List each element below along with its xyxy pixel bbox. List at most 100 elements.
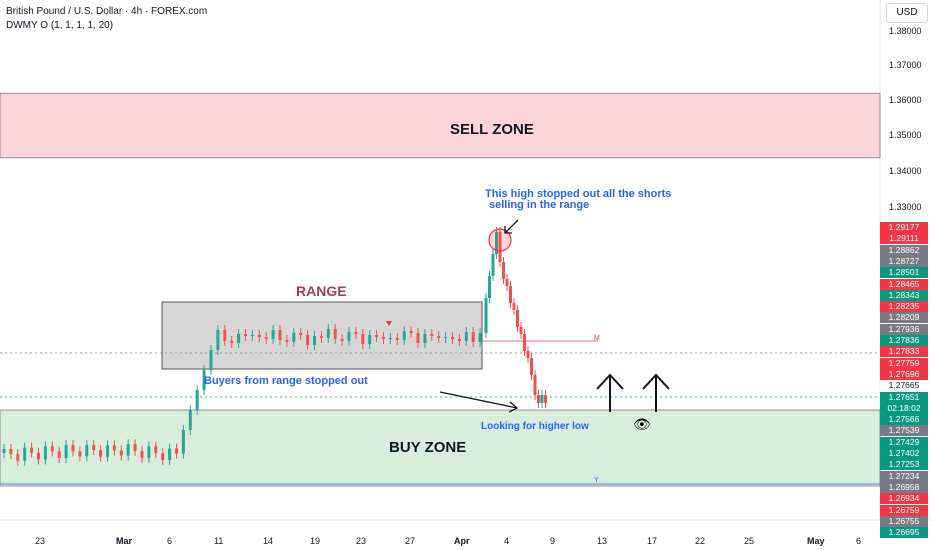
candle-body [416, 333, 420, 343]
m-marker: M [594, 335, 600, 342]
candle-body [464, 332, 468, 341]
price-tag: 1.28862 [880, 244, 928, 256]
candle-body [9, 449, 13, 455]
candle-body [388, 338, 392, 339]
candle-body [402, 331, 406, 340]
x-tick-label: 14 [263, 536, 274, 546]
candle-body [509, 286, 512, 303]
candle-body [181, 430, 185, 454]
price-tag: 1.28235 [880, 301, 928, 313]
price-tag: 1.28465 [880, 278, 928, 290]
candle-body [526, 351, 530, 358]
price-tag: 1.27759 [880, 357, 928, 369]
y-tick-label: 1.36000 [889, 95, 922, 105]
candle-body [119, 450, 123, 456]
candle-body [223, 330, 227, 341]
candle-body [537, 395, 540, 403]
candle-body [85, 445, 89, 457]
candle-body [257, 335, 261, 337]
price-tag: 1.26759 [880, 504, 928, 516]
candle-body [133, 444, 137, 451]
candle-body [375, 335, 379, 337]
candle-body [451, 337, 454, 339]
candle-body [319, 336, 323, 338]
x-tick-label: 17 [647, 536, 658, 546]
x-tick-label: 6 [856, 536, 862, 546]
y-marker: Y [594, 477, 599, 484]
y-tick-label: 1.38000 [889, 26, 922, 36]
candle-body [278, 330, 282, 340]
price-tag: 1.27651 [880, 391, 928, 403]
price-tag: 1.28501 [880, 267, 928, 279]
candle-body [250, 335, 254, 336]
candle-body [505, 279, 509, 286]
x-tick-label: 11 [214, 536, 224, 546]
x-tick-label: 9 [550, 536, 556, 546]
y-tick-label: 1.34000 [889, 166, 922, 176]
price-tag: 1.26695 [880, 527, 928, 539]
candle-body [423, 334, 427, 343]
price-tag: 1.27566 [880, 414, 928, 426]
range-rect [161, 301, 483, 370]
up-arrow-1-head [596, 373, 624, 390]
candle-body [502, 262, 505, 279]
candle-body [516, 310, 519, 327]
candle-body [340, 339, 344, 341]
candle-body [484, 298, 488, 333]
sell-zone-rect [0, 92, 881, 159]
candle-body [333, 329, 337, 339]
price-tag: 1.27665 [880, 380, 928, 392]
indicator-label[interactable]: DWMY O (1, 1, 1, 1, 20) [6, 20, 114, 31]
candle-body [512, 303, 516, 310]
high-note-line2: selling in the range [489, 199, 590, 211]
candle-body [530, 358, 533, 375]
candle-body [154, 446, 158, 454]
candle-body [230, 341, 234, 343]
candle-body [126, 444, 130, 456]
candle-body [395, 338, 399, 340]
price-tag: 1.29111 [880, 233, 928, 245]
y-tick-label: 1.35000 [889, 130, 922, 140]
sell-zone-label: SELL ZONE [450, 121, 534, 138]
higher-low-note: Looking for higher low [481, 421, 589, 432]
currency-button[interactable]: USD [886, 3, 928, 23]
price-tag: 1.27253 [880, 459, 928, 471]
candle-body [57, 451, 61, 459]
candle-body [2, 449, 6, 453]
candle-body [140, 450, 144, 458]
candle-body [271, 330, 275, 339]
x-tick-label: 13 [597, 536, 608, 546]
candle-body [495, 232, 498, 254]
symbol-title[interactable]: British Pound / U.S. Dollar · 4h · FOREX… [6, 6, 208, 17]
candle-body [188, 410, 192, 430]
candle-body [112, 445, 116, 451]
price-tag: 1.27234 [880, 470, 928, 482]
price-tag: 1.27936 [880, 323, 928, 335]
candle-body [540, 395, 544, 403]
candle-body [361, 334, 365, 344]
price-tag: 02:18:02 [880, 402, 928, 414]
price-tag: 1.28209 [880, 312, 928, 324]
candle-body [216, 330, 220, 350]
x-tick-label: Apr [454, 536, 470, 546]
candle-body [168, 448, 172, 461]
candle-body [264, 337, 268, 339]
x-tick-label: 23 [35, 536, 46, 546]
chart-header: British Pound / U.S. Dollar · 4h · FOREX… [6, 5, 207, 33]
price-tag: 1.27833 [880, 346, 928, 358]
candle-body [478, 333, 482, 342]
candle-body [209, 350, 213, 370]
price-tag: 1.27429 [880, 436, 928, 448]
candle-body [195, 390, 199, 410]
candle-body [437, 336, 441, 338]
candle-body [292, 333, 296, 342]
candle-body [175, 448, 178, 454]
eye-icon: 👁 [633, 416, 651, 432]
candle-body [523, 334, 526, 351]
candle-body [457, 339, 461, 341]
buyers-note: Buyers from range stopped out [204, 375, 368, 387]
high-circle [488, 228, 512, 252]
candle-body [99, 450, 103, 457]
candle-body [78, 451, 82, 457]
